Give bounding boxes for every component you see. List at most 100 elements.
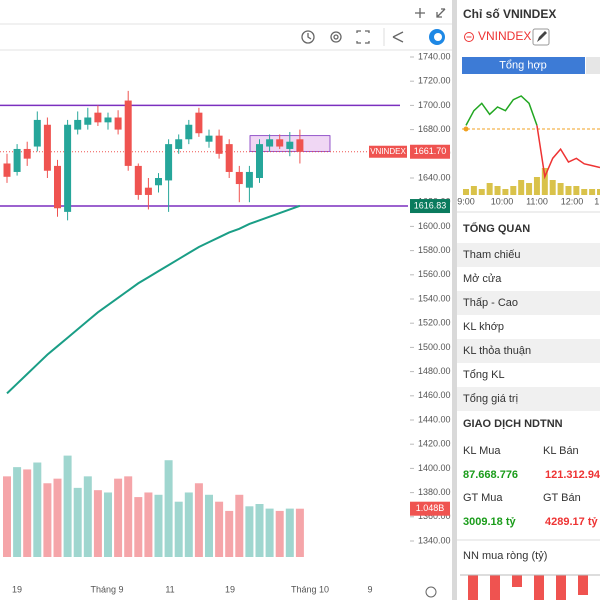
row-bg: [457, 339, 600, 363]
logo: [434, 33, 442, 41]
candle-body: [114, 117, 122, 130]
candle-body: [225, 144, 233, 172]
symbol-tag: [369, 145, 407, 158]
x-tick-label: Tháng 9: [90, 584, 123, 594]
intraday-volume: [557, 183, 564, 195]
x-tick-label: 11: [165, 584, 174, 594]
value: 4289.17 tỷ: [545, 516, 598, 528]
volume-bar: [134, 497, 143, 557]
symbol-tag-label: VNINDEX: [370, 147, 406, 156]
volume-bar: [104, 492, 112, 557]
volume-tag: [410, 501, 450, 516]
row-bg: [457, 387, 600, 411]
x-tick-label: 9: [367, 584, 372, 594]
candle-body: [33, 119, 41, 147]
intraday-line-down: [536, 125, 600, 180]
candle-body: [43, 124, 51, 171]
section-title: TỔNG QUAN: [463, 222, 530, 235]
y-tick-label: 1520.00: [418, 318, 451, 328]
y-tick-label: 1500.00: [418, 342, 451, 352]
intraday-volume: [565, 186, 572, 195]
y-tick-label: 1400.00: [418, 463, 451, 473]
moving-average: [6, 204, 301, 395]
candle-body: [23, 148, 31, 159]
label: GT Mua: [463, 492, 503, 504]
y-tick-label: 1480.00: [418, 366, 451, 376]
intraday-volume: [533, 177, 540, 195]
volume-bar: [93, 490, 102, 557]
volume-bar: [265, 508, 274, 557]
y-tick-label: 1720.00: [418, 76, 451, 86]
divider: [452, 0, 457, 600]
intraday-volume: [463, 189, 469, 195]
price-tag-label: 1661.70: [414, 146, 447, 156]
x-tick-label: 19: [12, 584, 22, 594]
edit-icon: [537, 31, 547, 42]
intraday-volume: [589, 189, 596, 195]
intraday-volume: [518, 180, 525, 195]
tab-active[interactable]: [462, 57, 585, 74]
time-label: 11:00: [526, 196, 548, 206]
intraday-volume: [597, 189, 600, 195]
net-bar: [534, 575, 544, 600]
volume-bar: [43, 483, 52, 557]
price-tag: [410, 144, 450, 159]
candle-body: [104, 117, 112, 123]
support-tag: [410, 199, 450, 214]
candle-body: [13, 148, 21, 172]
intraday-volume: [526, 183, 533, 195]
volume-bar: [83, 476, 92, 557]
time-label: 12:00: [561, 196, 584, 206]
volume-bar: [33, 462, 42, 557]
y-tick-label: 1680.00: [418, 124, 451, 134]
section-title: NN mua ròng (tỷ): [463, 550, 547, 562]
side-panel: Chỉ số VNINDEX VNINDEX Tổng hợp TỔNG QUA…: [457, 7, 600, 600]
intraday-volume: [470, 186, 477, 195]
support-tag-label: 1616.83: [414, 200, 447, 210]
intraday-volume: [573, 186, 580, 195]
volume-bar: [295, 508, 304, 557]
volume-bar: [164, 460, 173, 557]
intraday-volume: [486, 183, 493, 195]
row-bg: [457, 291, 600, 315]
candle-body: [165, 144, 173, 181]
volume-bar: [3, 476, 11, 557]
volume-bar: [255, 504, 264, 557]
net-bar: [490, 575, 500, 600]
row-label: Tổng giá trị: [463, 393, 518, 405]
volume-bar: [154, 494, 163, 557]
candle-body: [124, 100, 132, 166]
tab-label: Tổng hợp: [499, 59, 547, 71]
settings-icon[interactable]: [425, 586, 437, 598]
row-label: Mở cửa: [463, 273, 502, 285]
volume-bar: [205, 494, 213, 557]
volume-bar: [114, 478, 123, 557]
intraday-volume: [502, 189, 509, 195]
volume-bar: [23, 469, 32, 557]
y-tick-label: 1340.00: [418, 535, 451, 545]
row-label: KL khớp: [463, 321, 504, 333]
intraday-volume: [494, 186, 501, 195]
value: 87.668.776: [463, 469, 518, 481]
candle-body: [3, 163, 11, 177]
y-tick-label: 1460.00: [418, 390, 451, 400]
x-tick-label: Tháng 10: [291, 584, 329, 594]
y-tick-label: 1740.00: [418, 51, 451, 61]
intraday-volume: [541, 168, 548, 195]
volume-bar: [194, 483, 203, 557]
net-bar: [468, 575, 478, 600]
candle-body: [134, 165, 142, 195]
tab[interactable]: [586, 57, 600, 74]
symbol-icon: [464, 32, 474, 42]
chart: 1340.00 1360.00 1380.00 1400.00 1420.00 1440.…: [0, 51, 451, 594]
candle-body: [215, 135, 223, 154]
volume-bar: [225, 510, 234, 557]
candle-body: [94, 112, 102, 123]
candle-body: [54, 165, 61, 209]
label: KL Mua: [463, 445, 501, 457]
candle-body: [256, 144, 263, 178]
time-label: 10:00: [491, 196, 514, 206]
candle-body: [185, 124, 193, 140]
toolbar-icons[interactable]: [301, 8, 446, 44]
